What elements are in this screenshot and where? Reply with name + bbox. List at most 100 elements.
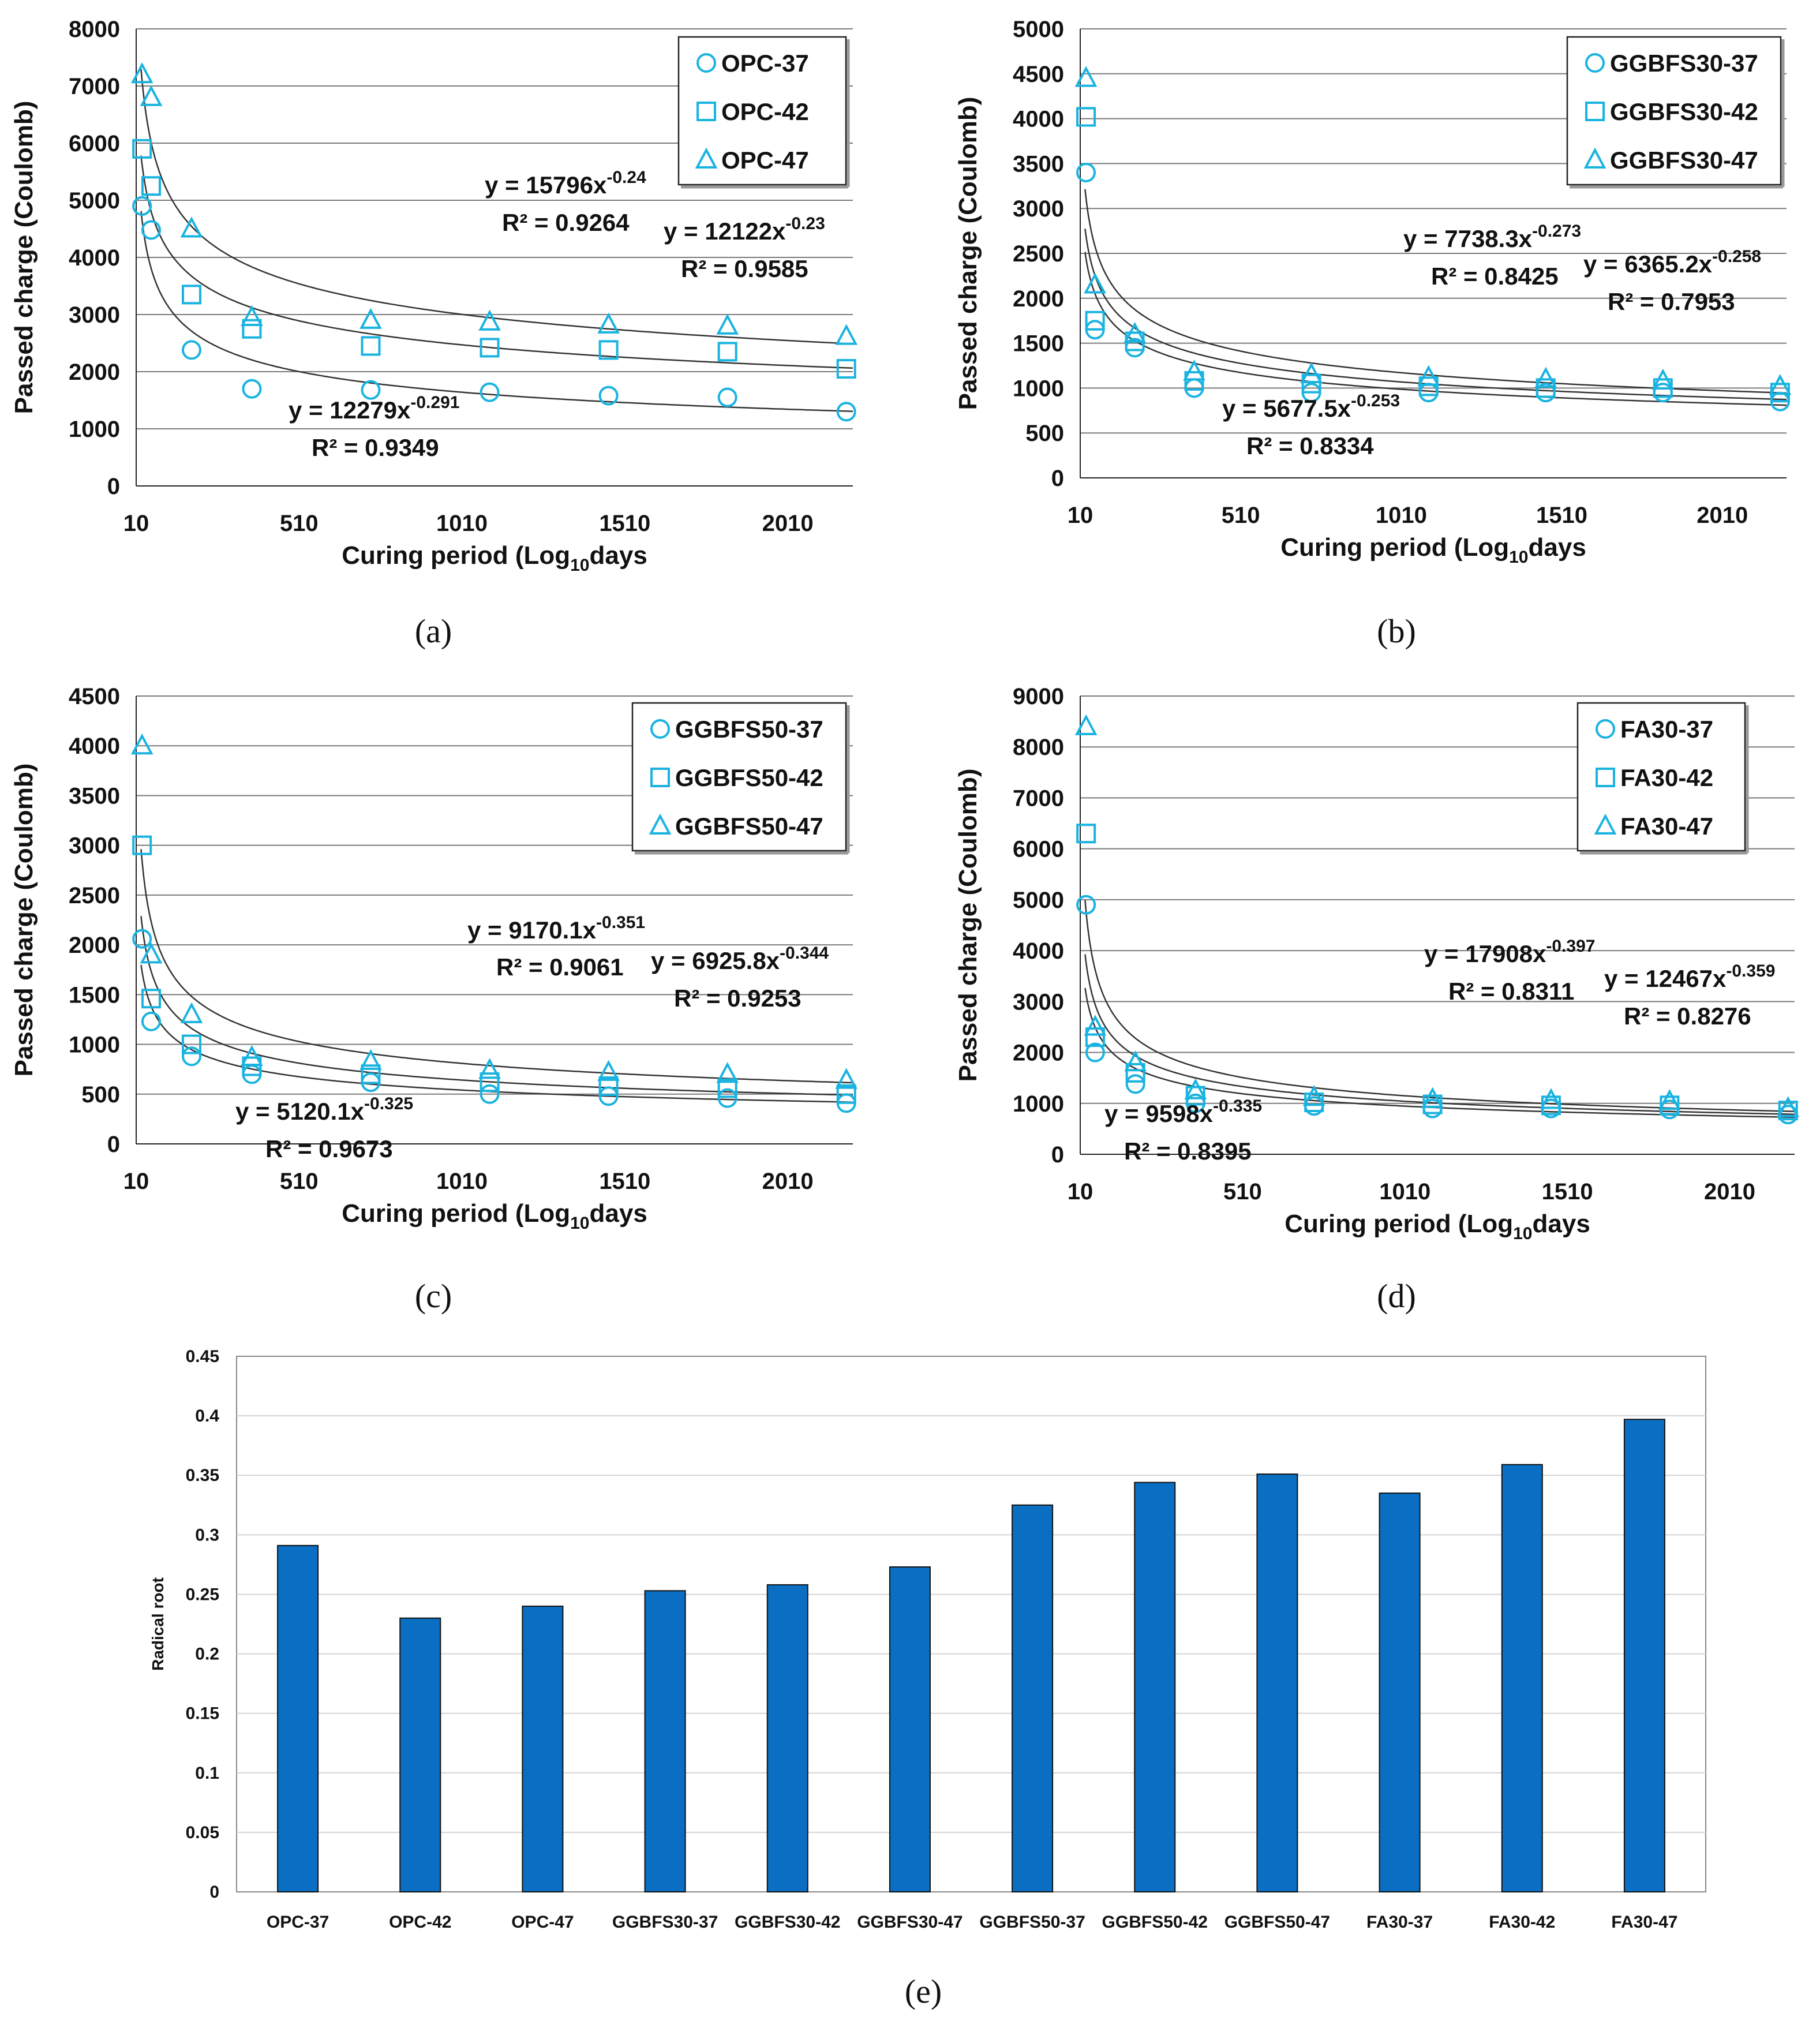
legend-label: OPC-37 [721, 50, 809, 77]
legend-marker-circle [1585, 53, 1605, 73]
data-point-triangle [1421, 1087, 1444, 1108]
data-point-triangle [716, 313, 739, 335]
y-tick-label: 2000 [1013, 1041, 1064, 1066]
x-tick-label: FA30-47 [1611, 1913, 1677, 1932]
y-tick-label: 5000 [1013, 888, 1064, 913]
trendline [1084, 954, 1795, 1115]
fit-equation-exponent: -0.335 [1213, 1097, 1262, 1116]
data-point-square [598, 340, 619, 360]
panel-labels: (a) (b) (c) (d) (e) [415, 612, 1416, 2010]
y-tick-label: 1500 [69, 982, 120, 1008]
trendline [1084, 228, 1787, 401]
data-point-triangle [1777, 1096, 1800, 1117]
y-tick-label: 0.35 [186, 1466, 219, 1485]
panel-c-scatter-chart: 0 500 1000 1500 2000 2500 3000 3500 4000 4500 10 51… [10, 684, 858, 1233]
fit-equation-exponent: -0.351 [596, 913, 645, 932]
x-axis-title-subscript: 10 [1513, 1224, 1532, 1243]
data-point-square [141, 989, 161, 1009]
data-point-square [717, 1078, 737, 1098]
data-point-circle [1085, 1042, 1105, 1063]
y-tick-label: 500 [1025, 421, 1064, 446]
fit-equation-exponent: -0.23 [785, 214, 825, 233]
legend-marker-triangle [695, 147, 718, 169]
fit-equation-text: y = 5677.5x [1222, 395, 1351, 422]
data-point-triangle [241, 1045, 263, 1066]
panel-e-bar-chart: 0 0.05 0.1 0.15 0.2 0.25 0.3 0.35 0.4 0.45 OPC-37 O… [149, 1347, 1706, 1932]
data-point-circle [141, 220, 161, 240]
y-tick-label: 0 [1051, 466, 1064, 491]
r-squared-label: R² = 0.9673 [265, 1135, 393, 1162]
fit-equation-text: y = 12122x [664, 218, 786, 245]
data-point-circle [141, 1011, 161, 1031]
legend-label: OPC-47 [721, 147, 809, 174]
panel-label: (b) [1377, 612, 1416, 650]
y-tick-label: 0.15 [186, 1704, 219, 1723]
panel-a-scatter-chart: 0 1000 2000 3000 4000 5000 6000 7000 8000 10 510 10… [10, 17, 858, 575]
x-axis-title-end: days [1533, 1210, 1590, 1238]
fit-equation: y = 15796x-0.24 [485, 168, 646, 199]
data-point-triangle [130, 62, 153, 84]
y-axis-title: Passed charge (Coulomb) [954, 97, 982, 410]
data-point-triangle [1183, 360, 1205, 381]
x-tick-label: OPC-37 [267, 1913, 329, 1932]
y-axis-title: Passed charge (Coulomb) [10, 764, 38, 1077]
bar [889, 1566, 931, 1893]
data-point-square [480, 1072, 500, 1093]
x-tick-label: 1010 [1376, 503, 1427, 528]
fit-equation-exponent: -0.397 [1546, 937, 1595, 956]
y-tick-label: 7000 [1013, 785, 1064, 811]
data-point-circle [598, 1086, 619, 1106]
x-axis-title-subscript: 10 [570, 556, 589, 575]
legend-box [1576, 702, 1746, 852]
r-squared-label: R² = 0.8334 [1246, 432, 1374, 459]
data-point-circle [598, 386, 619, 406]
y-tick-label: 0.45 [186, 1347, 219, 1366]
y-tick-label: 6000 [1013, 837, 1064, 862]
fit-equation-text: y = 7738.3x [1403, 225, 1533, 252]
data-point-circle [717, 1088, 737, 1108]
data-point-triangle [1084, 272, 1106, 294]
bar [522, 1606, 564, 1892]
y-tick-label: 0 [107, 1132, 120, 1157]
data-point-circle [717, 387, 737, 407]
fit-equation-text: y = 6365.2x [1583, 250, 1713, 278]
y-axis-title: Passed charge (Coulomb) [10, 101, 38, 414]
data-point-triangle [140, 942, 163, 964]
y-tick-label: 5000 [1013, 17, 1064, 42]
panel-label: (c) [415, 1277, 452, 1315]
data-point-triangle [835, 324, 858, 345]
data-point-circle [836, 402, 856, 422]
data-point-square [242, 319, 262, 339]
legend-marker-triangle [1583, 147, 1606, 169]
legend-box [677, 36, 847, 186]
data-point-circle [1653, 383, 1673, 403]
r-squared-label: R² = 0.9061 [496, 953, 624, 981]
legend-label: FA30-37 [1620, 716, 1713, 743]
fit-equation-text: y = 17908x [1424, 940, 1546, 967]
y-tick-label: 2000 [1013, 286, 1064, 312]
legend-label: GGBFS50-42 [675, 764, 823, 791]
r-squared-label: R² = 0.9264 [502, 209, 630, 236]
y-tick-label: 8000 [1013, 735, 1064, 760]
legend-marker-circle [650, 719, 670, 739]
legend-label: GGBFS50-47 [675, 813, 823, 840]
legend-label: GGBFS30-42 [1610, 98, 1758, 125]
r-squared-label: R² = 0.9585 [681, 255, 808, 282]
y-tick-label: 0.2 [195, 1645, 219, 1664]
x-tick-label: GGBFS30-37 [612, 1913, 718, 1932]
data-point-triangle [1658, 1088, 1681, 1110]
data-point-circle [1125, 1074, 1145, 1094]
y-tick-label: 4000 [69, 734, 120, 759]
bar [277, 1544, 319, 1892]
x-tick-label: 510 [1223, 1179, 1262, 1204]
r-squared-label: R² = 0.7953 [1608, 288, 1735, 315]
r-squared-label: R² = 0.8395 [1124, 1138, 1252, 1165]
data-point-square [1076, 107, 1096, 127]
y-axis-title: Passed charge (Coulomb) [954, 769, 982, 1082]
data-point-square [1184, 371, 1204, 391]
fit-equation: y = 9170.1x-0.351 [467, 913, 645, 944]
fit-equation: y = 6365.2x-0.258 [1583, 247, 1761, 278]
y-tick-label: 4500 [69, 684, 120, 709]
legend-label: GGBFS50-37 [675, 716, 823, 743]
fit-equation: y = 12467x-0.359 [1604, 962, 1775, 992]
